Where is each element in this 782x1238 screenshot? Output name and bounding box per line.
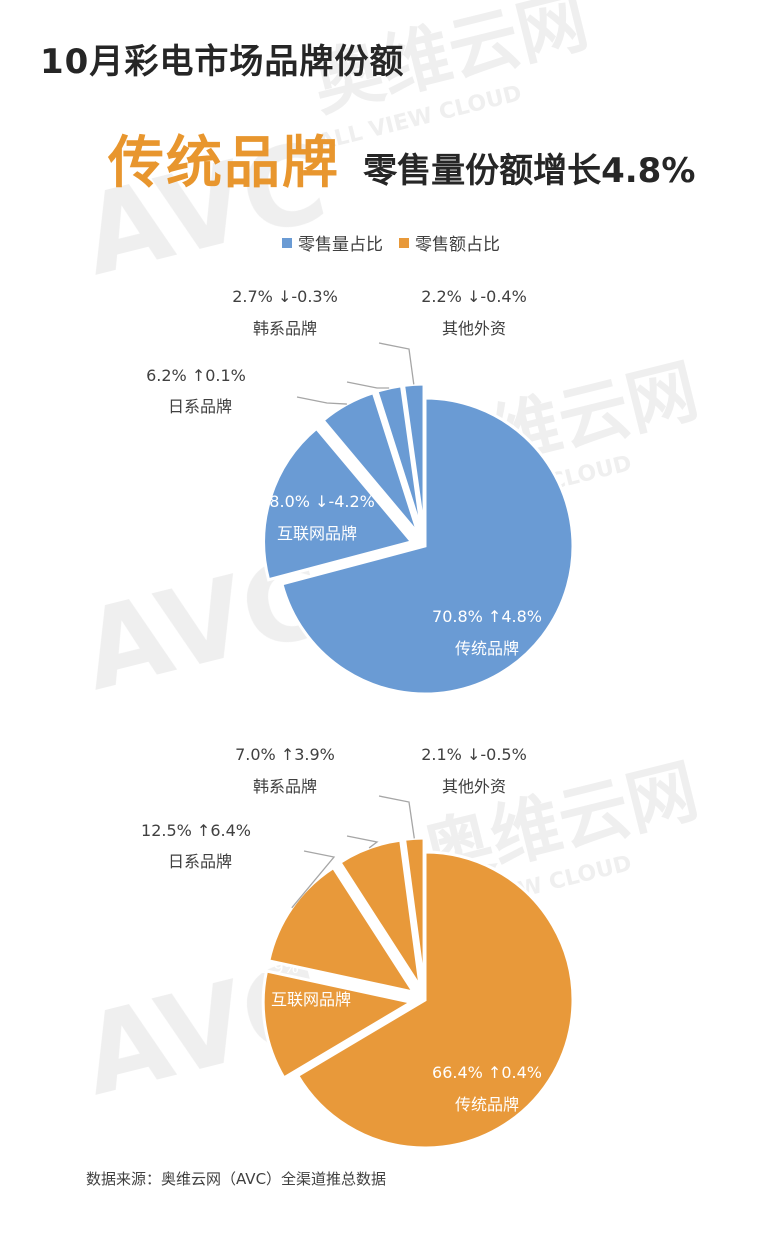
- pie-slice-value-1: [261, 969, 416, 1080]
- slice-name-label-value-4: 其他外资: [442, 777, 506, 796]
- legend-swatch-volume: [282, 237, 292, 248]
- legend-label-volume: 零售量占比: [298, 235, 383, 255]
- leader-line-value-2: [291, 850, 336, 909]
- slice-name-label-value-3: 韩系品牌: [253, 777, 317, 796]
- legend-item-value: 零售额占比: [399, 230, 500, 255]
- slice-name-label-value-2: 日系品牌: [168, 852, 232, 871]
- slice-value-label-volume-4: 2.2% ↓-0.4%: [421, 287, 527, 306]
- slice-value-label-volume-0: 70.8% ↑4.8%: [432, 607, 542, 626]
- pie-slice-volume-0: [280, 396, 575, 696]
- slice-name-label-value-1: 互联网品牌: [271, 990, 351, 1009]
- page-title: 10月彩电市场品牌份额: [40, 42, 405, 82]
- slice-value-label-value-0: 66.4% ↑0.4%: [432, 1063, 542, 1082]
- pie-slice-value-4: [402, 836, 426, 987]
- leader-line-volume-4: [378, 342, 415, 385]
- slice-value-label-volume-2: 6.2% ↑0.1%: [146, 366, 246, 385]
- slice-name-label-volume-4: 其他外资: [442, 319, 506, 338]
- chart-legend: 零售量占比 零售额占比: [0, 230, 782, 255]
- legend-item-volume: 零售量占比: [282, 230, 383, 255]
- leader-line-volume-2: [296, 396, 347, 405]
- headline-sub: 零售量份额增长4.8%: [363, 151, 696, 191]
- pie-slice-value-0: [295, 850, 575, 1150]
- pie-slice-volume-1: [262, 426, 415, 582]
- slice-value-label-value-3: 7.0% ↑3.9%: [235, 745, 335, 764]
- slice-name-label-volume-2: 日系品牌: [168, 397, 232, 416]
- slice-value-label-volume-3: 2.7% ↓-0.3%: [232, 287, 338, 306]
- slice-value-label-volume-1: 18.0% ↓-4.2%: [259, 492, 375, 511]
- slice-value-label-value-2: 12.5% ↑6.4%: [141, 821, 251, 840]
- slice-name-label-volume-3: 韩系品牌: [253, 319, 317, 338]
- legend-label-value: 零售额占比: [415, 235, 500, 255]
- slice-name-label-volume-0: 传统品牌: [455, 639, 519, 658]
- slice-name-label-volume-1: 互联网品牌: [277, 524, 357, 543]
- slice-value-label-value-4: 2.1% ↓-0.5%: [421, 745, 527, 764]
- leader-line-value-4: [378, 795, 415, 839]
- pie-slice-value-3: [337, 838, 422, 988]
- leader-line-value-3: [346, 835, 379, 849]
- leader-line-volume-3: [346, 381, 390, 389]
- data-source-note: 数据来源：奥维云网（AVC）全渠道推总数据: [86, 1170, 387, 1188]
- legend-swatch-value: [399, 237, 409, 248]
- headline: 传统品牌 零售量份额增长4.8%: [108, 118, 695, 199]
- pie-chart-volume: 70.8% ↑4.8% 传统品牌 18.0% ↓-4.2% 互联网品牌 6.2% ↑0.…: [146, 287, 575, 696]
- slice-name-label-value-0: 传统品牌: [455, 1095, 519, 1114]
- headline-main: 传统品牌: [108, 131, 340, 196]
- pie-slice-volume-2: [321, 390, 420, 535]
